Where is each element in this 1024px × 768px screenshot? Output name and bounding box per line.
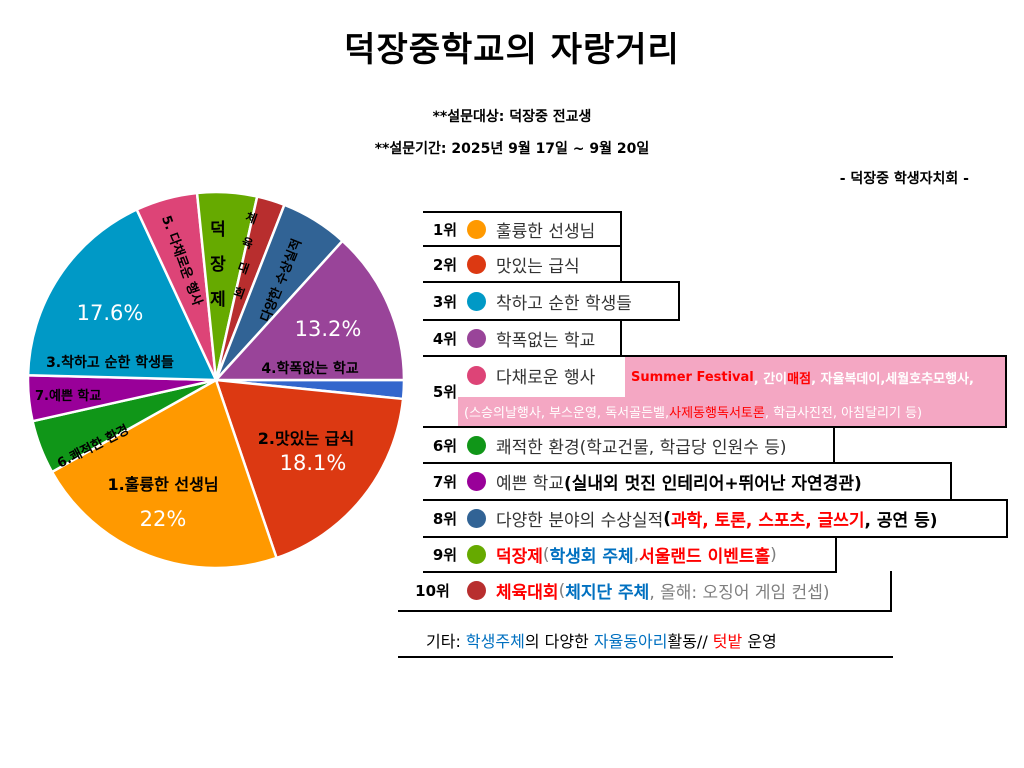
legend-dot-icon: [467, 328, 486, 348]
slice-value-label: 18.1%: [280, 451, 347, 475]
survey-target: **설문대상: 덕장중 전교생: [432, 109, 592, 125]
rank-label: 5위: [432, 383, 458, 401]
slice-label-char: 육: [240, 234, 256, 252]
slice-label: 3.착하고 순한 학생들: [46, 354, 174, 371]
ranking-row: 2위 맛있는 급식: [423, 245, 622, 283]
slice-label-char: 대: [236, 260, 251, 277]
author: - 덕장중 학생자치회 -: [839, 171, 969, 187]
text-segment: 학생회 주체: [549, 547, 634, 567]
rank-label: 8위: [432, 510, 458, 528]
slice-label-char: 장: [210, 255, 226, 275]
text-segment: 활동//: [667, 632, 713, 651]
text-segment: 학생주체: [465, 632, 525, 651]
slice-label-char: 체: [244, 209, 260, 227]
text-segment: 맛있는 급식: [496, 256, 580, 277]
slice-label-char: 제: [210, 290, 226, 310]
text-segment: , 간이: [753, 371, 788, 387]
ranking-row: 4위 학폭없는 학교: [423, 319, 622, 357]
legend-dot-icon: [467, 219, 486, 239]
rank-label: 10위: [415, 582, 450, 600]
rank-label: 1위: [432, 220, 458, 239]
ranking-row: 10위 체육대회(체지단 주체, 올해: 오징어 게임 컨셉): [398, 571, 892, 612]
text-segment: ): [770, 544, 777, 565]
text-segment: 운영: [742, 632, 777, 651]
slice-value-label: 13.2%: [295, 317, 362, 341]
text-segment: (실내외 멋진 인테리어+뛰어난 자연경관): [563, 474, 862, 494]
text-segment: , 자율복데이,세월호추모행사,: [811, 371, 974, 387]
slice-label: 1.훌륭한 선생님: [107, 475, 218, 494]
text-segment: 사제동행독서토론: [669, 406, 765, 421]
text-segment: 착하고 순한 학생들: [496, 293, 632, 314]
slice-value-label: 17.6%: [77, 301, 144, 325]
text-segment: 체지단 주체: [565, 583, 650, 603]
rank-label: 9위: [432, 546, 458, 564]
text-segment: 쾌적한 환경(학교건물, 학급당 인원수 등): [496, 437, 787, 458]
text-segment: 매점: [787, 371, 812, 387]
text-segment: 예쁜 학교: [496, 474, 564, 494]
text-segment: , 올해: 오징어 게임 컨셉): [649, 583, 830, 603]
legend-dot-icon: [467, 366, 486, 385]
rank-label: 4위: [432, 329, 458, 348]
text-segment: 다양한 분야의 수상실적: [496, 511, 664, 531]
rank-label: 7위: [432, 473, 458, 491]
pie-slice: [26, 207, 218, 382]
slice-label-char: 회: [232, 284, 248, 302]
pie-slice: [214, 378, 405, 560]
text-segment: 다채로운 행사: [496, 368, 596, 388]
ranking-row: 9위 덕장제(학생회 주체, 서울랜드 이벤트홀): [423, 536, 837, 573]
rank-label: 2위: [432, 255, 458, 274]
ranking-row: 3위 착하고 순한 학생들: [423, 281, 680, 321]
ranking-row: 7위 예쁜 학교 (실내외 멋진 인테리어+뛰어난 자연경관): [423, 462, 952, 501]
event-details: Summer Festival, 간이 매점, 자율복데이,세월호추모행사,: [625, 357, 1005, 397]
text-segment: (: [542, 544, 550, 565]
pie-slice: [213, 239, 406, 382]
text-segment: 텃밭: [712, 632, 743, 651]
legend-dot-icon: [467, 435, 486, 455]
text-segment: (: [558, 580, 566, 601]
text-segment: 과학, 토론, 스포츠, 글쓰기: [671, 511, 865, 531]
rank-label: 6위: [432, 436, 458, 455]
page-title: 덕장중학교의 자랑거리: [344, 30, 680, 70]
text-segment: 자율동아리: [593, 632, 668, 651]
rank-label: 3위: [432, 292, 458, 311]
legend-dot-icon: [467, 545, 486, 564]
event-details: (스승의날행사, 부스운영, 독서골든벨, 사제동행독서토론, 학급사진전, 아…: [458, 397, 1005, 426]
legend-dot-icon: [467, 472, 486, 491]
text-segment: Summer Festival: [631, 369, 754, 385]
slice-label: 4.학폭없는 학교: [261, 361, 358, 377]
legend-dot-icon: [467, 254, 486, 274]
text-segment: 체육대회: [496, 583, 559, 603]
text-segment: 훌륭한 선생님: [496, 221, 596, 242]
pie-slice: [50, 378, 279, 570]
text-segment: ,: [633, 544, 640, 565]
text-segment: , 공연 등): [864, 511, 938, 531]
ranking-row: 8위 다양한 분야의 수상실적 (과학, 토론, 스포츠, 글쓰기, 공연 등): [423, 499, 1008, 538]
legend-dot-icon: [467, 509, 486, 528]
ranking-row: 1위 훌륭한 선생님: [423, 211, 622, 247]
etc-note: 기타: 학생주체의 다양한 자율동아리활동// 텃밭 운영: [398, 628, 893, 658]
text-segment: 서울랜드 이벤트홀: [639, 547, 771, 567]
text-segment: 덕장제: [496, 547, 543, 567]
text-segment: (: [663, 508, 671, 529]
survey-period: **설문기간: 2025년 9월 17일 ~ 9월 20일: [374, 141, 650, 157]
legend-dot-icon: [467, 291, 486, 311]
slice-label: 7.예쁜 학교: [35, 388, 101, 404]
slice-label-char: 덕: [210, 220, 226, 240]
text-segment: (스승의날행사, 부스운영, 독서골든벨,: [464, 406, 670, 421]
ranking-row: 5위 다채로운 행사: [423, 355, 1007, 428]
ranking-row: 6위 쾌적한 환경(학교건물, 학급당 인원수 등): [423, 426, 835, 464]
legend-dot-icon: [467, 581, 486, 600]
text-segment: , 학급사진전, 아침달리기 등): [764, 406, 923, 421]
slice-label: 2.맛있는 급식: [258, 429, 354, 448]
text-segment: 의 다양한: [524, 632, 594, 651]
slice-value-label: 22%: [140, 507, 187, 531]
text-segment: 기타:: [426, 632, 466, 651]
text-segment: 학폭없는 학교: [496, 330, 596, 351]
